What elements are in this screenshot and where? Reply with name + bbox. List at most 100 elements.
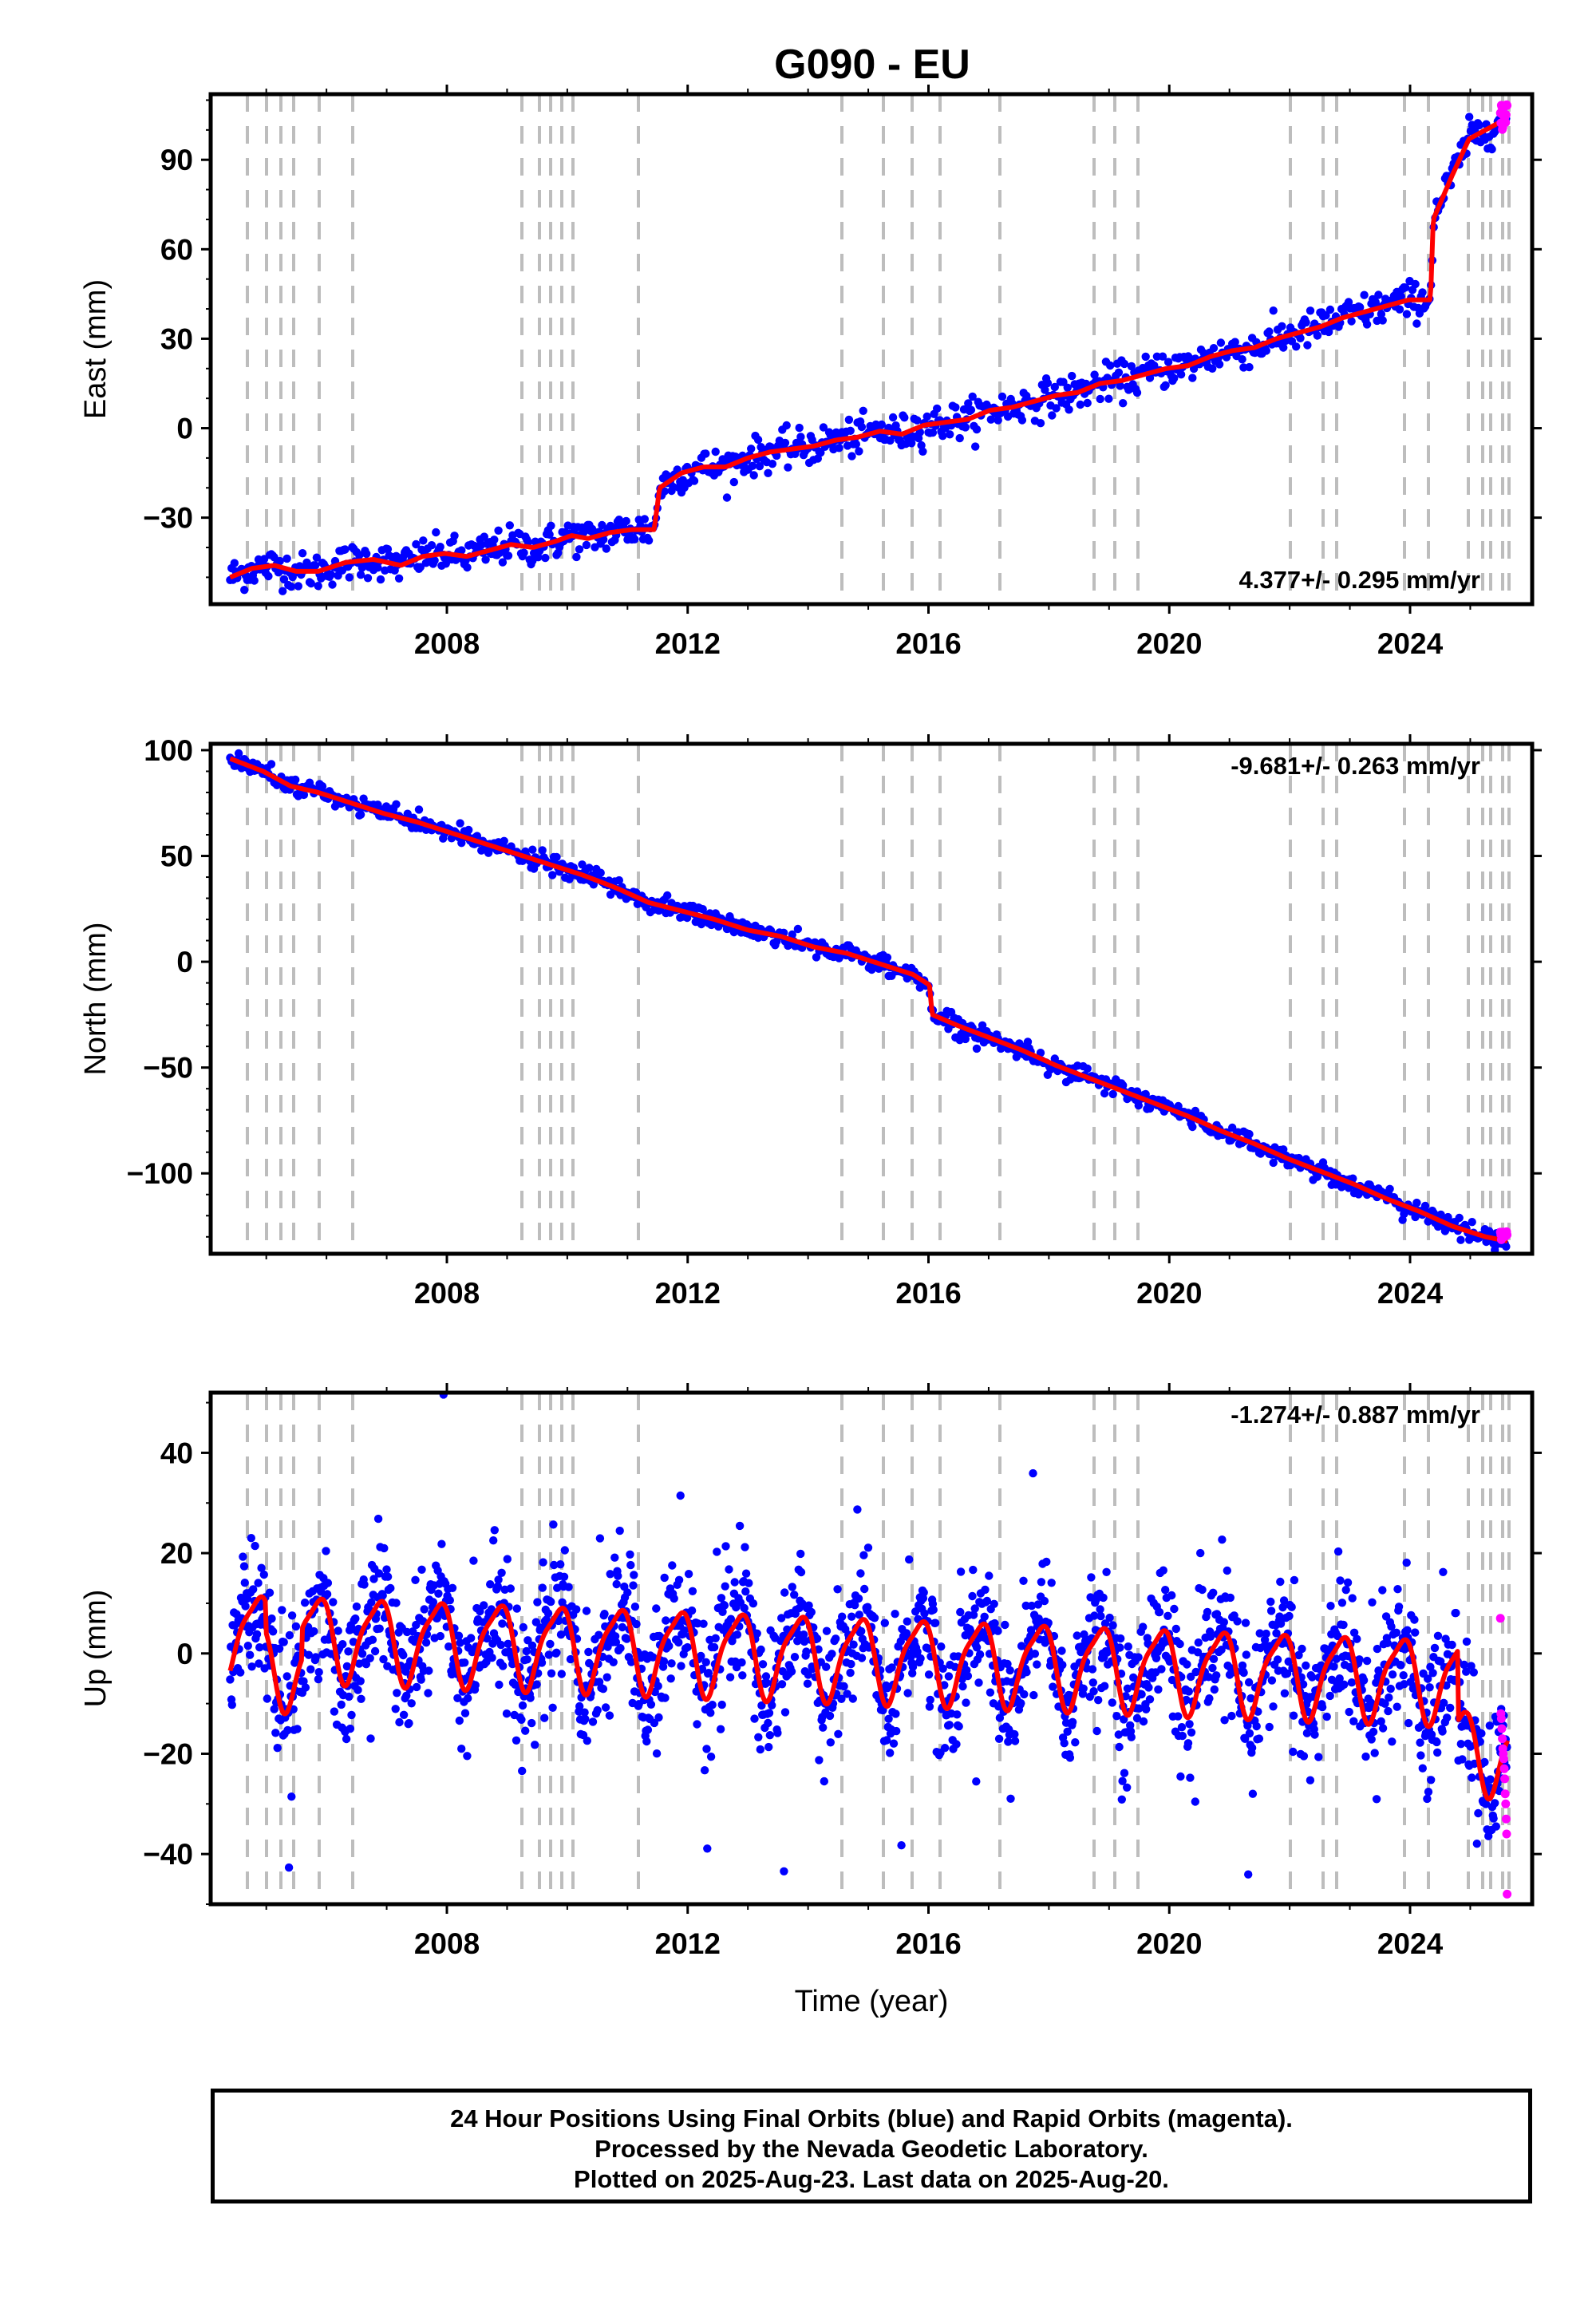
data-point (1269, 1158, 1278, 1168)
rapid-point (1501, 1799, 1511, 1808)
data-point (757, 1701, 766, 1710)
data-point (986, 415, 996, 424)
x-tick-label: 2012 (655, 1277, 721, 1310)
data-point (1058, 1661, 1067, 1670)
data-point (1278, 322, 1286, 330)
data-point (583, 1737, 591, 1745)
data-point (490, 1526, 499, 1535)
data-point (725, 1673, 735, 1682)
data-point (768, 460, 777, 468)
data-point (1227, 1711, 1236, 1721)
data-point (961, 1034, 970, 1044)
data-point (762, 1678, 771, 1687)
data-point (500, 836, 508, 846)
data-point (490, 536, 499, 544)
data-point (512, 1604, 521, 1613)
data-point (1030, 1650, 1040, 1658)
data-point (399, 1710, 409, 1719)
data-point (892, 1726, 901, 1736)
data-point (1359, 1676, 1369, 1685)
data-point (370, 1646, 380, 1656)
data-point (494, 526, 503, 535)
data-point (1244, 1870, 1253, 1879)
data-point (1088, 1665, 1097, 1674)
data-point (764, 468, 772, 477)
data-point (356, 810, 365, 819)
data-point (436, 543, 444, 551)
model-fit-line (228, 756, 1509, 1244)
data-point (665, 1642, 674, 1650)
rapid-point (1498, 1734, 1507, 1744)
data-point (314, 582, 322, 591)
data-point (354, 1686, 362, 1694)
data-point (788, 1583, 796, 1591)
data-point (1089, 1687, 1098, 1696)
data-point (764, 1709, 774, 1717)
data-point (726, 1615, 736, 1623)
rapid-point (1499, 1754, 1508, 1764)
x-tick-label: 2020 (1136, 1277, 1202, 1310)
data-point (709, 1642, 719, 1652)
data-point (471, 1681, 480, 1690)
data-point (380, 1543, 389, 1553)
data-point (545, 530, 554, 539)
data-point (684, 1570, 693, 1579)
data-point (240, 1579, 249, 1587)
data-point (796, 433, 805, 441)
data-point (1378, 1586, 1387, 1595)
data-point (626, 1658, 636, 1666)
data-point (764, 1742, 773, 1752)
data-point (1370, 1749, 1379, 1757)
data-point (1145, 1695, 1155, 1704)
data-point (436, 1631, 444, 1641)
data-point (252, 1630, 262, 1638)
data-point (1279, 343, 1288, 352)
data-point (550, 1560, 559, 1570)
data-point (1310, 1730, 1319, 1739)
data-point (521, 1726, 530, 1735)
data-point (429, 1598, 438, 1607)
data-point (1048, 411, 1057, 420)
data-point (741, 1587, 750, 1596)
data-point (455, 1716, 464, 1725)
data-point (514, 1687, 523, 1697)
data-point (1117, 1795, 1127, 1804)
data-point (534, 553, 543, 562)
data-point (548, 871, 557, 879)
data-point (1170, 373, 1179, 383)
data-point (933, 404, 942, 413)
data-point (519, 1622, 527, 1632)
data-point (366, 1734, 375, 1743)
data-point (857, 1654, 867, 1662)
data-point (958, 1682, 967, 1691)
data-point (375, 1624, 384, 1633)
data-point (279, 575, 289, 584)
data-point (846, 426, 855, 435)
footer-line-2: Processed by the Nevada Geodetic Laborat… (595, 2135, 1148, 2163)
data-point (630, 1571, 638, 1579)
data-point (832, 1634, 840, 1643)
data-point (804, 1670, 812, 1679)
data-point (1161, 1586, 1170, 1595)
data-point (614, 1571, 622, 1580)
data-point (395, 1717, 404, 1727)
data-point (688, 1587, 697, 1596)
data-point (411, 1575, 420, 1585)
data-point (432, 528, 440, 537)
data-point (566, 1654, 575, 1664)
data-point (843, 1690, 851, 1698)
data-point (538, 1583, 547, 1592)
data-point (701, 1658, 710, 1666)
data-point (239, 1552, 247, 1561)
data-point (1099, 1593, 1108, 1603)
data-point (494, 1575, 503, 1584)
data-point (1287, 1603, 1296, 1611)
data-point (548, 1703, 557, 1712)
rapid-point (1497, 1724, 1507, 1733)
y-tick-label: 90 (160, 144, 193, 176)
data-point (580, 1708, 589, 1717)
data-point (463, 563, 472, 572)
data-point (854, 1594, 863, 1603)
data-point (236, 1668, 245, 1677)
data-point (1215, 360, 1224, 369)
